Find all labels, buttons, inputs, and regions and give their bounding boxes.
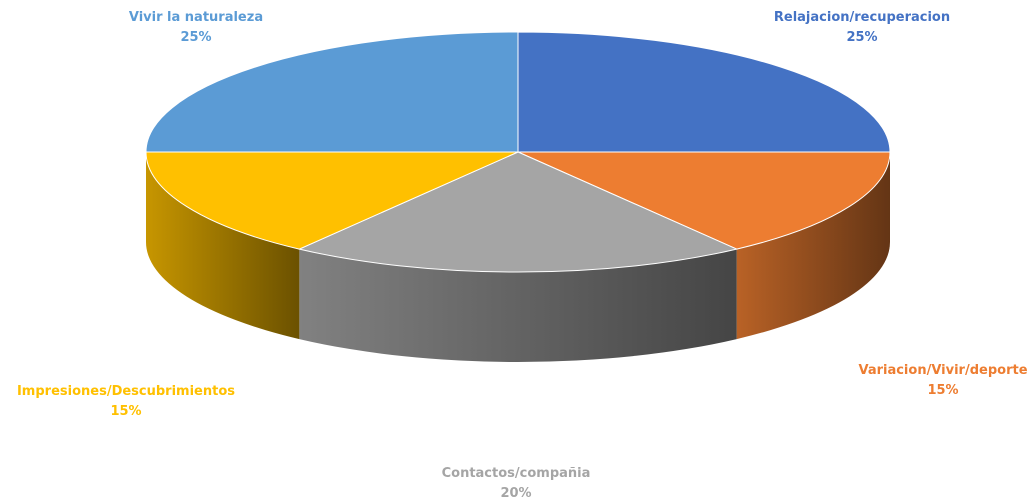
slice-label: Relajacion/recuperacion [774,10,950,25]
pie-slice-2 [297,151,739,273]
slice-labels: Relajacion/recuperacion 25% Variacion/Vivi… [17,10,1028,501]
pie-sides [146,152,890,362]
pie-slice-4 [145,31,519,153]
pie-slices [145,31,891,273]
slice-label: Vivir la naturaleza [129,10,263,25]
slice-value-label: 20% [500,486,531,501]
pie-side-3 [146,152,300,340]
slice-value-label: 25% [846,30,877,45]
pie-slice-3 [145,151,519,250]
slice-value-label: 25% [180,30,211,45]
pie-slice-0 [517,31,891,153]
slice-value-label: 15% [927,383,958,398]
slice-label: Contactos/compañia [442,466,591,481]
pie-side-2 [299,249,737,362]
slice-label: Impresiones/Descubrimientos [17,384,235,399]
pie-side-1 [736,152,890,340]
slice-label: Variacion/Vivir/deporte [858,363,1027,378]
pie-slice-1 [517,151,891,250]
slice-value-label: 15% [110,404,141,419]
